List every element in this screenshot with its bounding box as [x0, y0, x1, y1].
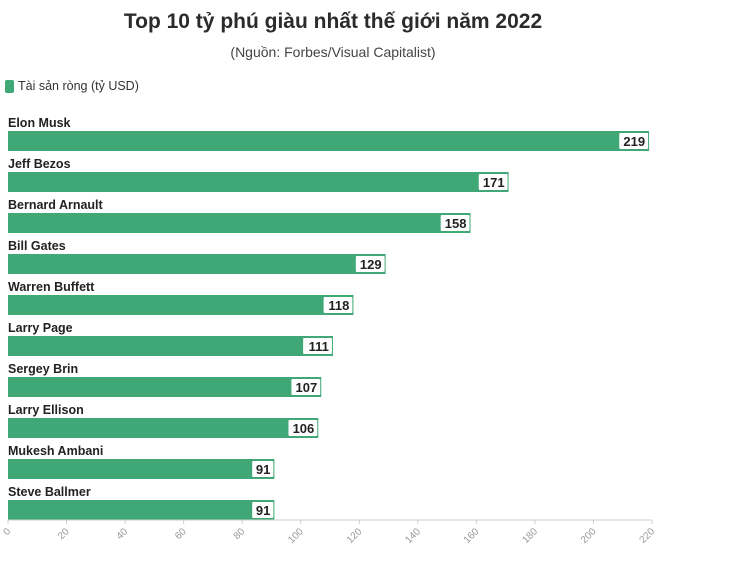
x-tick-label: 0: [1, 526, 13, 538]
category-label: Sergey Brin: [8, 362, 78, 376]
x-tick-label: 80: [232, 526, 248, 542]
x-tick-label: 40: [115, 526, 131, 542]
value-label: 118: [328, 298, 349, 313]
bar: [8, 131, 650, 151]
value-label-bg: [288, 420, 318, 436]
value-label-bg: [291, 379, 321, 395]
value-label-bg: [440, 215, 470, 231]
category-label: Elon Musk: [8, 116, 71, 130]
bar: [8, 254, 386, 274]
x-tick-label: 160: [462, 526, 482, 546]
category-label: Bernard Arnault: [8, 198, 104, 212]
x-tick-label: 20: [56, 526, 72, 542]
category-label: Steve Ballmer: [8, 485, 91, 499]
value-label-bg: [323, 297, 353, 313]
legend-label: Tài sản ròng (tỷ USD): [18, 79, 139, 93]
category-label: Mukesh Ambani: [8, 444, 103, 458]
value-label-bg: [252, 461, 274, 477]
x-tick-label: 140: [403, 526, 423, 546]
value-label: 219: [623, 134, 645, 149]
category-label: Larry Ellison: [8, 403, 84, 417]
bar: [8, 295, 354, 315]
value-label: 91: [256, 503, 270, 518]
x-tick-label: 100: [286, 526, 306, 546]
bar: [8, 377, 322, 397]
bar: [8, 500, 275, 520]
bar: [8, 172, 509, 192]
category-label: Warren Buffett: [8, 280, 95, 294]
bar: [8, 336, 333, 356]
value-label-bg: [619, 133, 649, 149]
category-label: Jeff Bezos: [8, 157, 71, 171]
legend-swatch: [5, 79, 14, 93]
bar: [8, 459, 275, 479]
category-label: Larry Page: [8, 321, 73, 335]
bar: [8, 213, 471, 233]
value-label: 106: [293, 421, 315, 436]
x-tick-label: 120: [345, 526, 365, 546]
value-label: 171: [483, 175, 505, 190]
x-tick-label: 60: [173, 526, 189, 542]
legend: Tài sản ròng (tỷ USD): [5, 79, 139, 93]
value-label: 129: [360, 257, 382, 272]
x-tick-label: 220: [638, 526, 658, 546]
bar: [8, 418, 319, 438]
chart-title: Top 10 tỷ phú giàu nhất thế giới năm 202…: [123, 10, 543, 33]
value-label: 91: [256, 462, 270, 477]
value-label-bg: [478, 174, 508, 190]
category-label: Bill Gates: [8, 239, 66, 253]
x-tick-label: 180: [520, 526, 540, 546]
value-label-bg: [252, 502, 274, 518]
value-label: 158: [445, 216, 467, 231]
x-tick-label: 200: [579, 526, 599, 546]
value-label: 107: [296, 380, 318, 395]
value-label-bg: [303, 338, 332, 354]
chart-subtitle: (Nguồn: Forbes/Visual Capitalist): [230, 44, 436, 60]
value-label-bg: [355, 256, 385, 272]
value-label: 111: [309, 339, 329, 354]
